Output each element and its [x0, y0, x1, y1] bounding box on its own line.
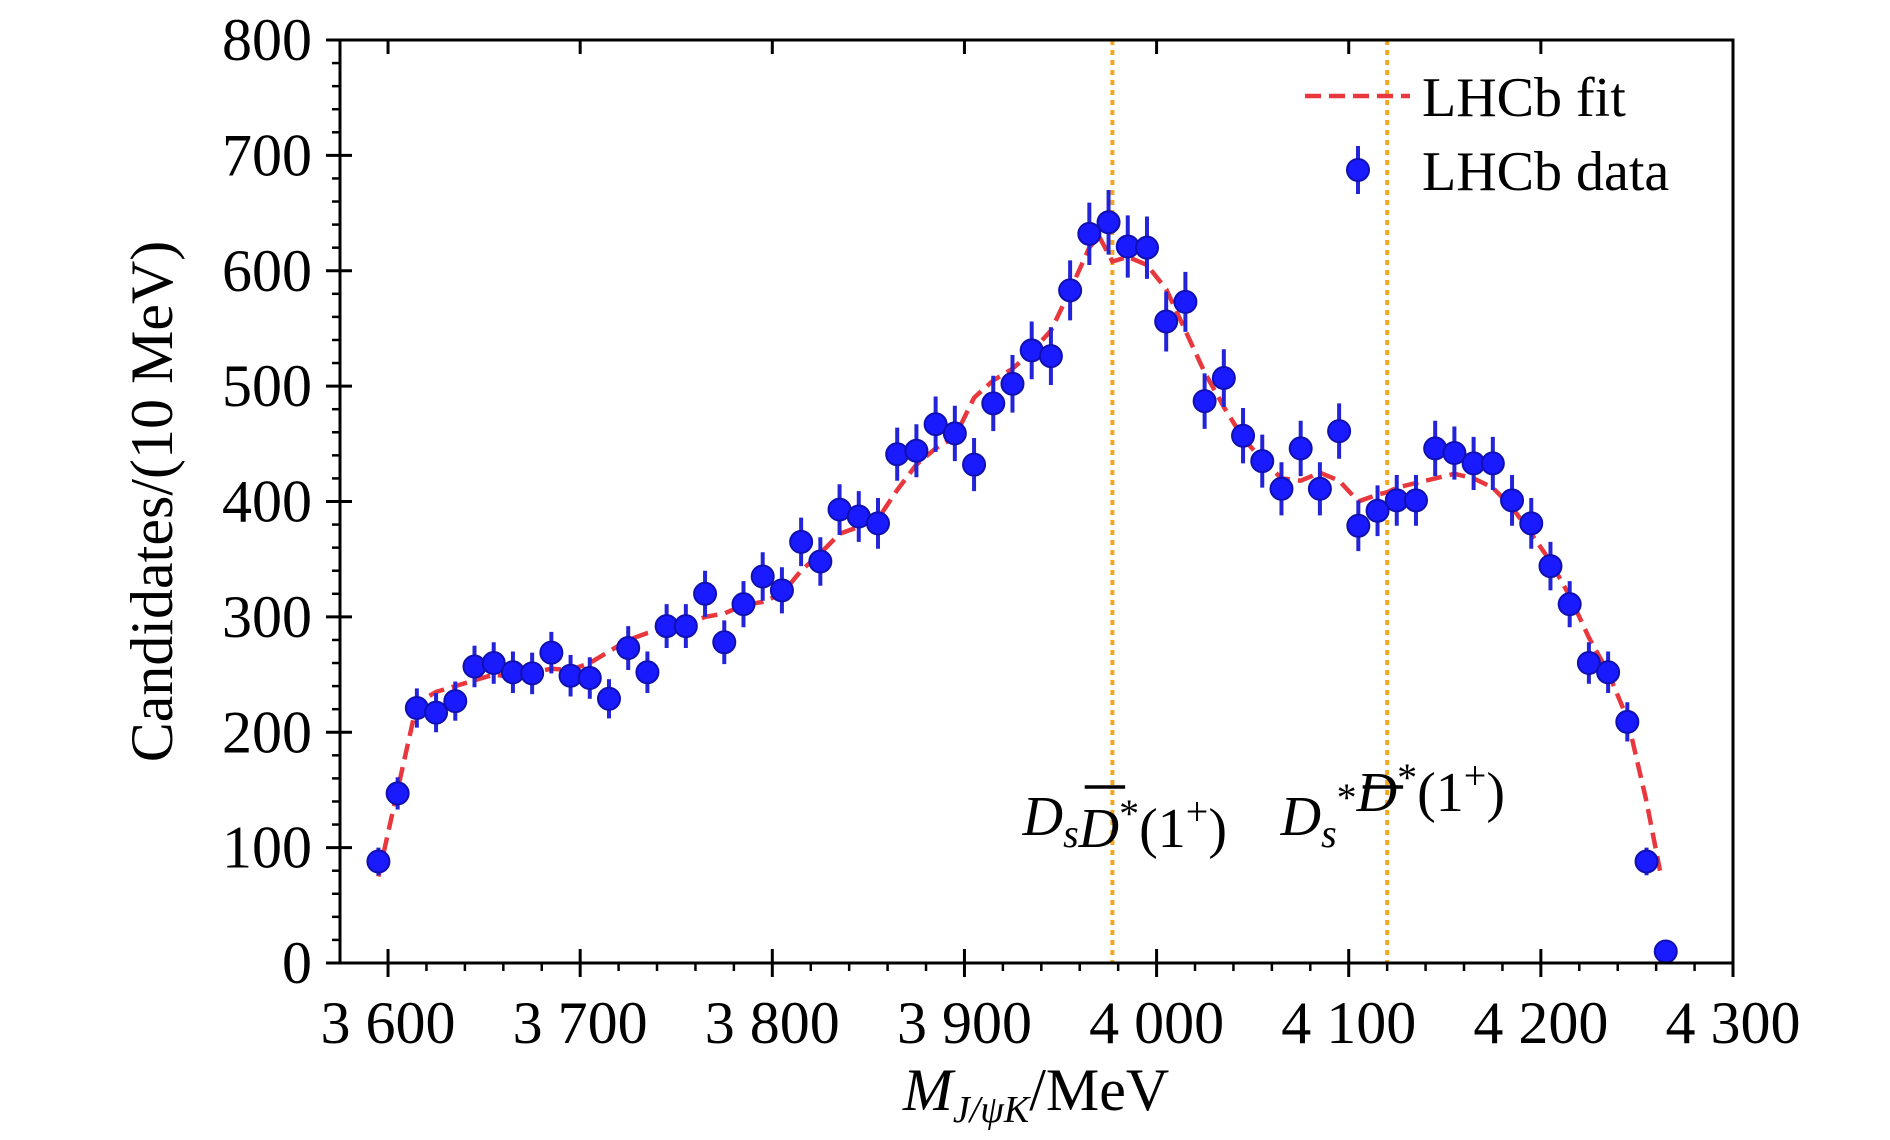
legend-data-swatch [1346, 158, 1370, 182]
data-point [1288, 436, 1313, 461]
data-point [462, 654, 487, 679]
legend-fit-label: LHCb fit [1422, 67, 1626, 129]
data-point [712, 630, 737, 655]
data-point [635, 660, 660, 685]
data-point [1077, 221, 1102, 246]
data-point [520, 661, 545, 686]
data-point [1134, 235, 1159, 260]
data-point [1250, 449, 1275, 474]
y-tick-label: 100 [222, 815, 312, 881]
x-tick-label: 3 700 [513, 990, 648, 1056]
data-point [1173, 289, 1198, 314]
data-point [1519, 511, 1544, 536]
threshold-label-dsd: DsD*(1+) [1022, 786, 1227, 860]
data-point [1307, 476, 1332, 501]
data-point [1442, 441, 1467, 466]
data-point [673, 614, 698, 639]
data-point [1269, 476, 1294, 501]
axes [326, 38, 1735, 977]
data-point [1365, 498, 1390, 523]
x-tick-label: 3 800 [705, 990, 840, 1056]
data-point [596, 686, 621, 711]
data-point [789, 529, 814, 554]
y-tick-label: 600 [222, 238, 312, 304]
data-point [1480, 451, 1505, 476]
fit-curve-layer [376, 232, 1663, 877]
data-point [385, 781, 410, 806]
data-point [942, 421, 967, 446]
data-point [693, 581, 718, 606]
x-tick-label: 4 000 [1089, 990, 1224, 1056]
data-point [616, 636, 641, 661]
y-tick-label: 500 [222, 353, 312, 419]
data-point [1058, 278, 1083, 303]
x-tick-label: 3 600 [321, 990, 456, 1056]
y-tick-label: 700 [222, 122, 312, 188]
data-point [1231, 423, 1256, 448]
y-tick-label: 200 [222, 699, 312, 765]
data-point [962, 452, 987, 477]
legend-data-label: LHCb data [1422, 141, 1669, 203]
data-point [443, 689, 468, 714]
data-point [1096, 210, 1121, 235]
data-point [1615, 709, 1640, 734]
legend: LHCb fit LHCb data [1305, 67, 1669, 203]
x-tick-label: 3 900 [897, 990, 1032, 1056]
data-point [750, 564, 775, 589]
data-point [1538, 554, 1563, 579]
fit-curve [376, 232, 1663, 877]
data-point [865, 511, 890, 536]
y-tick-label: 400 [222, 469, 312, 535]
y-axis-title: Candidates/(10 MeV) [119, 241, 185, 763]
data-point [1000, 371, 1025, 396]
data-point [1403, 488, 1428, 513]
y-tick-label: 300 [222, 584, 312, 650]
x-tick-label: 4 100 [1281, 990, 1416, 1056]
data-point [885, 442, 910, 467]
data-point [1653, 939, 1678, 964]
data-point [366, 849, 391, 874]
data-point [1500, 488, 1525, 513]
x-tick-label: 4 200 [1473, 990, 1608, 1056]
data-point [1634, 849, 1659, 874]
data-point [731, 592, 756, 617]
data-point [1038, 344, 1063, 369]
data-point [1211, 366, 1236, 391]
data-point [1576, 651, 1601, 676]
data-point [981, 391, 1006, 416]
data-point [1192, 389, 1217, 414]
axis-titles: Candidates/(10 MeV) MJ/ψK/MeV [119, 241, 1169, 1131]
tick-labels: 3 600 3 700 3 800 3 900 4 000 4 100 4 200 4 300… [222, 7, 1801, 1056]
data-point [769, 578, 794, 603]
data-point [1154, 309, 1179, 334]
data-points-layer [366, 189, 1678, 964]
x-tick-label: 4 300 [1666, 990, 1801, 1056]
data-point [481, 651, 506, 676]
data-point [1557, 592, 1582, 617]
x-axis-title: MJ/ψK/MeV [902, 1057, 1169, 1131]
data-point [923, 412, 948, 437]
y-tick-label: 0 [282, 930, 312, 996]
data-point [904, 438, 929, 463]
data-point [1596, 660, 1621, 685]
data-point [1327, 419, 1352, 444]
data-point [539, 640, 564, 665]
data-point [577, 666, 602, 691]
data-point [1346, 513, 1371, 538]
data-point [424, 700, 449, 725]
data-point [808, 549, 833, 574]
threshold-annotations: DsD*(1+) Ds*D*(1+) [1022, 753, 1505, 860]
y-tick-label: 800 [222, 7, 312, 73]
threshold-label-dsstar-d: Ds*D*(1+) [1280, 753, 1505, 856]
